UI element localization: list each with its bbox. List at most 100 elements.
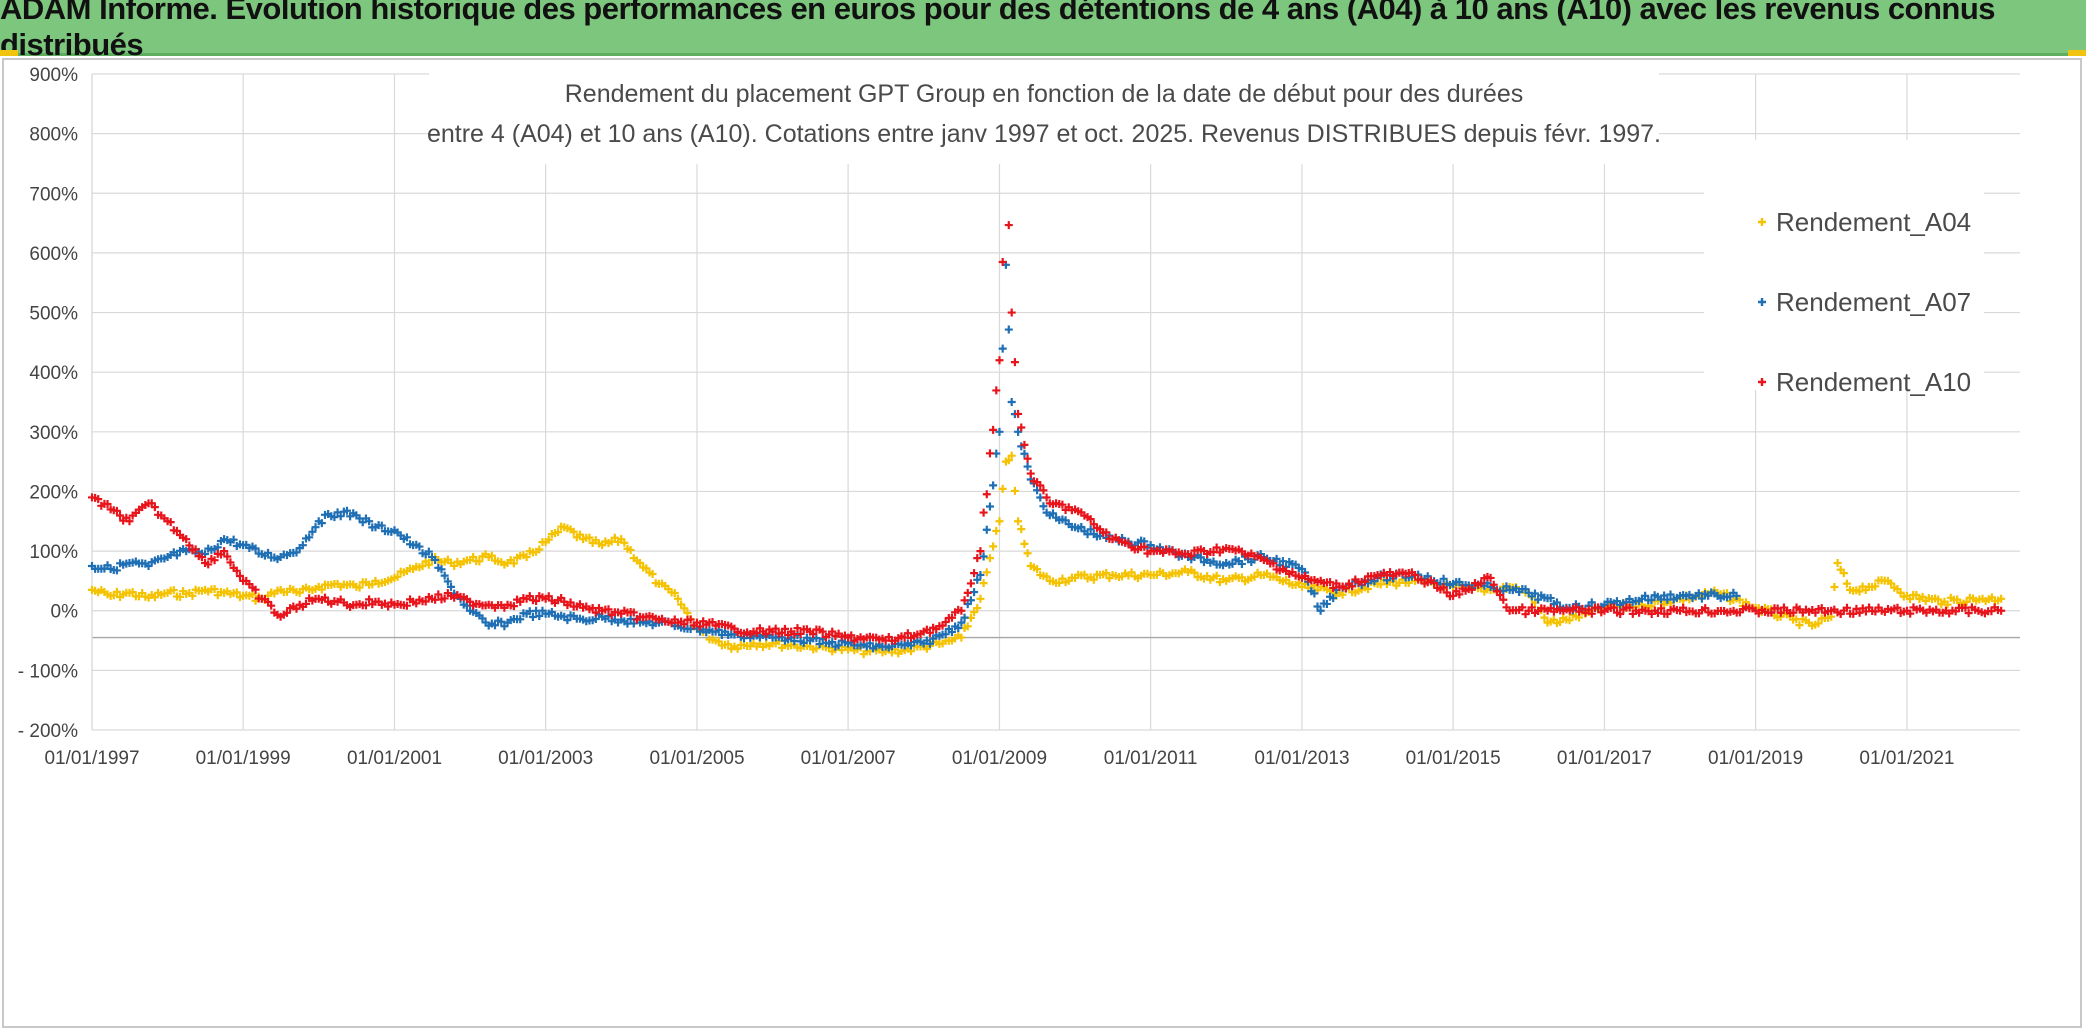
point-Rendement_A07 <box>1077 523 1086 532</box>
point-Rendement_A07 <box>437 565 446 574</box>
point-Rendement_A04 <box>248 590 257 599</box>
x-tick-label: 01/01/2015 <box>1406 748 1501 769</box>
point-Rendement_A04 <box>1855 587 1864 596</box>
point-Rendement_A07 <box>1587 598 1596 607</box>
point-Rendement_A04 <box>1190 568 1199 577</box>
point-Rendement_A07 <box>1237 559 1246 568</box>
point-Rendement_A10 <box>220 547 229 556</box>
legend: Rendement_A04 Rendement_A07 Rendement_A10 <box>1704 140 1984 397</box>
point-Rendement_A10 <box>112 506 121 515</box>
point-Rendement_A10 <box>976 547 985 556</box>
y-tick-label: 800% <box>29 125 78 146</box>
point-Rendement_A04 <box>188 591 197 600</box>
point-Rendement_A04 <box>1962 597 1971 606</box>
point-Rendement_A04 <box>522 553 531 562</box>
point-Rendement_A10 <box>1584 605 1593 614</box>
point-Rendement_A10 <box>440 594 449 603</box>
point-Rendement_A04 <box>1212 571 1221 580</box>
point-Rendement_A07 <box>1732 591 1741 600</box>
point-Rendement_A10 <box>1341 584 1350 593</box>
point-Rendement_A10 <box>172 526 181 535</box>
point-Rendement_A10 <box>960 596 969 605</box>
point-Rendement_A07 <box>995 427 1004 436</box>
point-Rendement_A04 <box>1943 600 1952 609</box>
point-Rendement_A10 <box>226 558 235 567</box>
point-Rendement_A10 <box>1527 603 1536 612</box>
point-Rendement_A07 <box>516 615 525 624</box>
point-Rendement_A10 <box>818 627 827 636</box>
point-Rendement_A07 <box>251 544 260 553</box>
point-Rendement_A07 <box>311 523 320 532</box>
point-Rendement_A07 <box>954 623 963 632</box>
point-Rendement_A10 <box>320 593 329 602</box>
point-Rendement_A07 <box>985 502 994 511</box>
point-Rendement_A04 <box>175 592 184 601</box>
point-Rendement_A04 <box>128 588 137 597</box>
point-Rendement_A07 <box>973 575 982 584</box>
point-Rendement_A07 <box>229 535 238 544</box>
point-Rendement_A04 <box>610 533 619 542</box>
point-Rendement_A10 <box>1017 423 1026 432</box>
point-Rendement_A07 <box>478 614 487 623</box>
point-Rendement_A04 <box>544 535 553 544</box>
point-Rendement_A04 <box>724 640 733 649</box>
point-Rendement_A10 <box>680 620 689 629</box>
point-Rendement_A04 <box>393 572 402 581</box>
x-tick-label: 01/01/2009 <box>952 748 1047 769</box>
banner-title: ADAM Informe. Evolution historique des p… <box>0 0 1996 62</box>
point-Rendement_A07 <box>440 571 449 580</box>
point-Rendement_A04 <box>1338 590 1347 599</box>
point-Rendement_A10 <box>1212 543 1221 552</box>
point-Rendement_A04 <box>982 568 991 577</box>
point-Rendement_A07 <box>1004 325 1013 334</box>
point-Rendement_A10 <box>1594 603 1603 612</box>
y-tick-label: 700% <box>29 184 78 205</box>
point-Rendement_A10 <box>267 601 276 610</box>
point-Rendement_A07 <box>305 533 314 542</box>
point-Rendement_A10 <box>1360 577 1369 586</box>
point-Rendement_A07 <box>292 548 301 557</box>
point-Rendement_A10 <box>103 499 112 508</box>
report-banner: ADAM Informe. Evolution historique des p… <box>0 0 2086 62</box>
point-Rendement_A04 <box>535 545 544 554</box>
point-Rendement_A04 <box>1102 569 1111 578</box>
point-Rendement_A07 <box>1641 591 1650 600</box>
point-Rendement_A10 <box>1663 610 1672 619</box>
point-Rendement_A04 <box>469 552 478 561</box>
chart-title-line-2: entre 4 (A04) et 10 ans (A10). Cotations… <box>427 120 1661 148</box>
point-Rendement_A10 <box>604 605 613 614</box>
point-Rendement_A10 <box>532 597 541 606</box>
point-Rendement_A10 <box>629 608 638 617</box>
point-Rendement_A04 <box>642 564 651 573</box>
point-Rendement_A10 <box>985 449 994 458</box>
point-Rendement_A04 <box>626 545 635 554</box>
point-Rendement_A04 <box>989 542 998 551</box>
point-Rendement_A04 <box>620 538 629 547</box>
point-Rendement_A04 <box>169 586 178 595</box>
point-Rendement_A07 <box>415 542 424 551</box>
x-tick-label: 01/01/1999 <box>196 748 291 769</box>
point-Rendement_A07 <box>1530 589 1539 598</box>
point-Rendement_A04 <box>487 551 496 560</box>
legend-label: Rendement_A10 <box>1776 367 1971 397</box>
x-tick-label: 01/01/2005 <box>649 748 744 769</box>
point-Rendement_A10 <box>1842 603 1851 612</box>
point-Rendement_A10 <box>1572 603 1581 612</box>
banner-corner-left <box>0 50 18 56</box>
chart-frame: 900% 800% 700% 600% 500% 400% 300% 200% 100% 0% - … <box>2 58 2082 1028</box>
point-Rendement_A10 <box>1499 595 1508 604</box>
point-Rendement_A10 <box>1010 358 1019 367</box>
point-Rendement_A10 <box>223 552 232 561</box>
point-Rendement_A07 <box>563 616 572 625</box>
point-Rendement_A10 <box>282 608 291 617</box>
point-Rendement_A04 <box>554 528 563 537</box>
point-Rendement_A04 <box>976 594 985 603</box>
point-Rendement_A04 <box>979 579 988 588</box>
point-Rendement_A10 <box>752 628 761 637</box>
point-Rendement_A10 <box>1789 608 1798 617</box>
point-Rendement_A04 <box>673 594 682 603</box>
point-Rendement_A10 <box>1430 578 1439 587</box>
point-Rendement_A07 <box>1329 594 1338 603</box>
point-Rendement_A10 <box>1496 591 1505 599</box>
point-Rendement_A04 <box>992 526 1001 535</box>
